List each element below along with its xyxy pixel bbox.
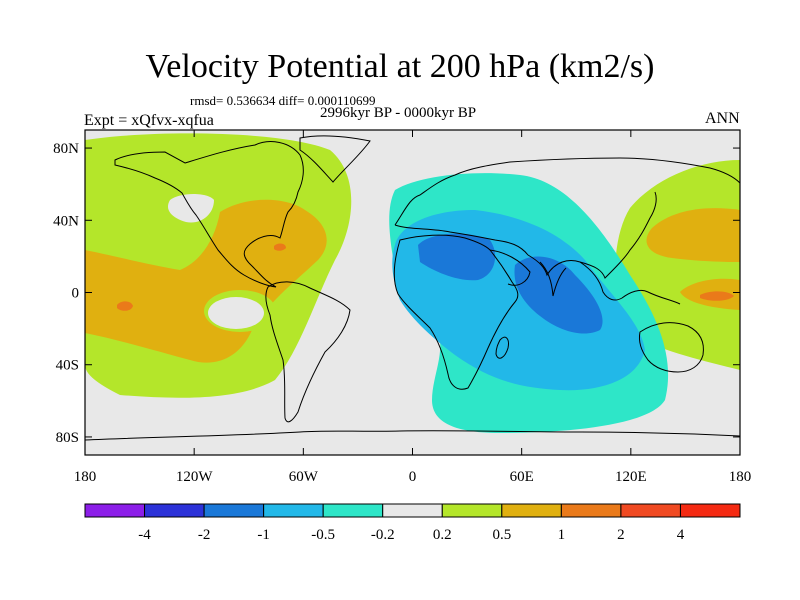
colorbar-label: 2 bbox=[617, 527, 625, 543]
coastlines bbox=[85, 135, 740, 441]
coastline-australia bbox=[639, 322, 704, 373]
lat-tick-label: 40S bbox=[56, 358, 79, 374]
colorbar-swatch bbox=[203, 503, 265, 518]
latitude-axis: 80N 40N 0 40S 80S bbox=[53, 141, 740, 446]
lon-tick-label: 60W bbox=[289, 469, 319, 485]
contour-positive-mid-pacific bbox=[85, 199, 327, 363]
lon-tick-label: 60E bbox=[510, 469, 534, 485]
lat-tick-label: 40N bbox=[53, 213, 79, 229]
lon-tick-label: 120W bbox=[176, 469, 214, 485]
colorbar-label: -1 bbox=[257, 527, 270, 543]
contour-negative-strong-indian-ocean bbox=[514, 256, 603, 334]
lat-tick-label: 80N bbox=[53, 141, 79, 157]
coastline-madagascar bbox=[495, 336, 509, 359]
colorbar-swatch bbox=[560, 503, 622, 518]
contour-field bbox=[85, 130, 740, 455]
colorbar: -4 -2 -1 -0.5 -0.2 0.2 0.5 1 2 4 bbox=[84, 503, 741, 543]
contour-positive-mid-west-pacific bbox=[646, 208, 740, 262]
colorbar-swatch bbox=[620, 503, 681, 518]
colorbar-swatch bbox=[263, 503, 324, 518]
colorbar-swatch bbox=[679, 503, 741, 518]
season-label: ANN bbox=[705, 110, 740, 127]
lat-tick-label: 0 bbox=[72, 286, 80, 302]
lon-tick-label: 120E bbox=[615, 469, 647, 485]
colorbar-label: -0.5 bbox=[311, 527, 335, 543]
lon-tick-label: 180 bbox=[729, 469, 752, 485]
map-title: Velocity Potential at 200 hPa (km2/s) bbox=[145, 48, 655, 85]
colorbar-swatch bbox=[84, 503, 146, 518]
colorbar-swatch bbox=[322, 503, 384, 518]
colorbar-swatch bbox=[382, 503, 443, 518]
rmsd-diff-stats: rmsd= 0.536634 diff= 0.000110699 bbox=[190, 93, 376, 108]
coastline-south-america bbox=[265, 281, 351, 423]
longitude-axis: 180 120W 60W 0 60E 120E 180 bbox=[74, 130, 752, 485]
coastline-africa bbox=[393, 234, 519, 390]
lat-tick-label: 80S bbox=[56, 430, 79, 446]
colorbar-label: 0.5 bbox=[492, 527, 511, 543]
contour-positive-strong-spot-west-pacific bbox=[700, 291, 734, 301]
contour-positive-strong-spot-pacific bbox=[117, 301, 133, 311]
coastline-north-america bbox=[114, 141, 304, 288]
lon-tick-label: 180 bbox=[74, 469, 97, 485]
contour-neutral-hole-eastern-pacific-inner bbox=[208, 297, 264, 329]
coastline-greenland bbox=[299, 135, 371, 183]
coastline-europe-asia bbox=[394, 157, 740, 279]
colorbar-label: 1 bbox=[558, 527, 566, 543]
colorbar-label: 0.2 bbox=[433, 527, 452, 543]
colorbar-swatch bbox=[144, 503, 205, 518]
contour-positive-strong-spot-caribbean bbox=[274, 243, 286, 251]
time-period-label: 2996kyr BP - 0000kyr BP bbox=[320, 105, 477, 121]
colorbar-swatch bbox=[441, 503, 503, 518]
lon-tick-label: 0 bbox=[409, 469, 417, 485]
coastline-antarctica bbox=[85, 430, 740, 441]
experiment-label: Expt = xQfvx-xqfua bbox=[84, 112, 214, 129]
colorbar-label: -0.2 bbox=[371, 527, 395, 543]
contour-negative-strong-sahara bbox=[418, 233, 496, 281]
colorbar-label: -2 bbox=[198, 527, 211, 543]
coastline-arabia-india bbox=[489, 249, 567, 297]
colorbar-swatch bbox=[501, 503, 562, 518]
colorbar-label: 4 bbox=[677, 527, 685, 543]
coastline-southeast-asia bbox=[579, 261, 681, 305]
colorbar-label: -4 bbox=[138, 527, 151, 543]
